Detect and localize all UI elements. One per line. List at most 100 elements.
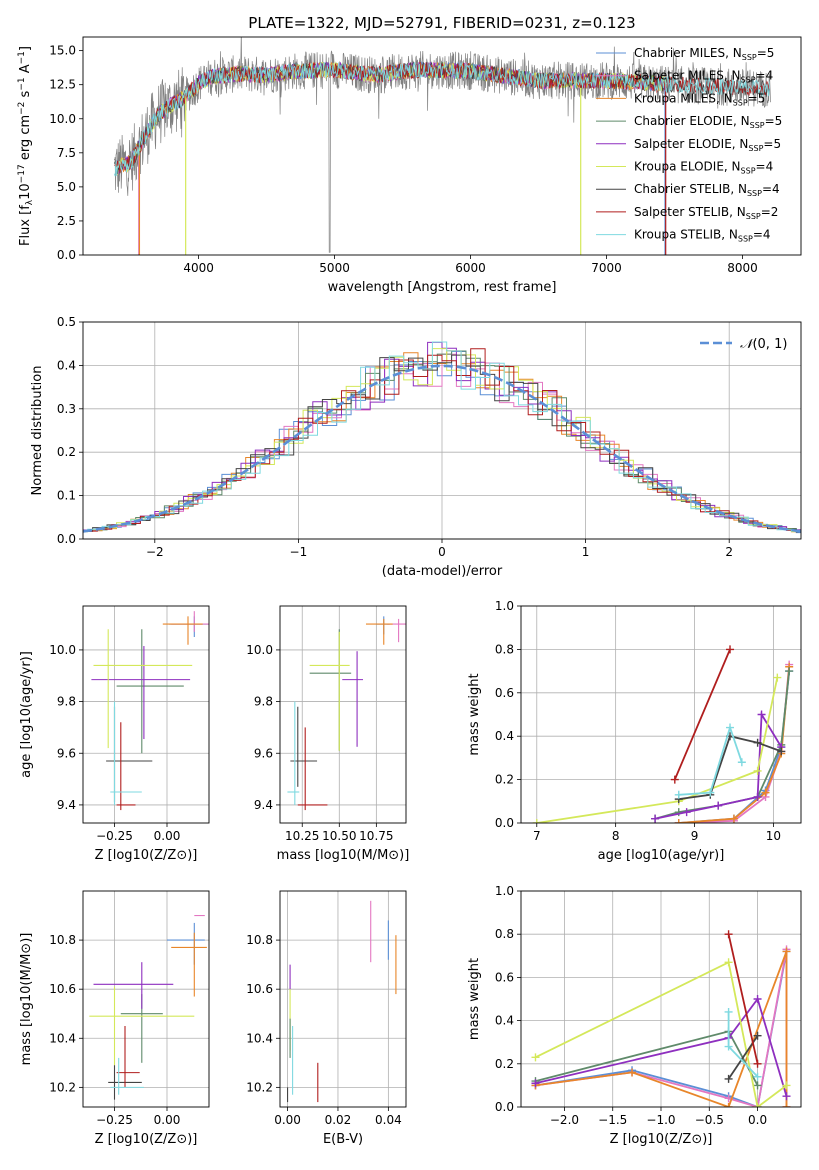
- y-tick-label: 0.0: [495, 1100, 514, 1114]
- mass-weight-marker: [674, 808, 683, 817]
- y-axis-label: Normed distribution: [30, 366, 45, 496]
- legend-entry: Kroupa ELODIE, NSSP=4: [634, 160, 773, 176]
- mass-weight-marker: [729, 814, 738, 823]
- y-tick-label: 0.2: [57, 445, 76, 459]
- residual-histogram-steps: [83, 341, 801, 532]
- legend-text: Salpeter STELIB, N: [634, 205, 746, 219]
- mass-weight-marker: [753, 1059, 762, 1068]
- y-tick-label: 0.4: [495, 729, 514, 743]
- legend-text: =2: [761, 205, 779, 219]
- y-tick-label: 1.0: [495, 884, 514, 898]
- axes-frame: [82, 890, 210, 1108]
- residual-legend: 𝒩(0, 1): [700, 337, 787, 352]
- y-tick-label: 9.8: [254, 695, 273, 709]
- axes-frame: [82, 321, 802, 540]
- y-tick-label: 0.6: [495, 970, 514, 984]
- legend-text: =4: [756, 160, 774, 174]
- legend-subscript: SSP: [742, 53, 757, 62]
- plot-area: [113, 37, 772, 255]
- y-tick-label: 12.5: [49, 78, 76, 92]
- y-tick-label: 10.4: [246, 1031, 273, 1045]
- y-tick-label: 10.0: [49, 643, 76, 657]
- mass-weight-line: [727, 934, 759, 1064]
- mass-weight-marker: [753, 1031, 762, 1040]
- residual-histogram-steps: [83, 351, 801, 534]
- legend-text: Salpeter MILES, N: [634, 69, 741, 83]
- mass-weight-marker: [753, 1081, 762, 1090]
- x-tick-label: −1.5: [598, 1113, 627, 1127]
- age-vs-metallicity-panel: −0.25 0.00 9.4 9.6 9.8 10.0 Z [log10(Z/Z⊙)] age…: [19, 605, 210, 863]
- x-tick-label: 0: [438, 545, 446, 559]
- y-tick-label: 10.6: [246, 982, 273, 996]
- axes-frame: [520, 605, 802, 824]
- mass-weight-marker: [753, 738, 762, 747]
- mass-weight-marker: [785, 667, 794, 676]
- x-tick-label: 10.50: [322, 829, 356, 843]
- y-tick-label: 0.6: [495, 686, 514, 700]
- mass-weight-marker: [753, 995, 762, 1003]
- legend-subscript: SSP: [741, 76, 756, 85]
- x-tick-label: 1: [582, 545, 590, 559]
- residual-histogram-steps: [83, 350, 801, 533]
- mass-weight-marker: [706, 788, 715, 797]
- mass-weight-marker: [757, 710, 766, 719]
- residual-histogram-steps: [83, 350, 801, 532]
- x-tick-label: 0.00: [274, 1113, 301, 1127]
- y-tick-label: 0.0: [495, 816, 514, 830]
- mass-weight-marker: [773, 673, 782, 682]
- x-tick-label: −1: [290, 545, 308, 559]
- mass-weight-line: [678, 671, 791, 823]
- x-tick-label: 5000: [319, 261, 350, 275]
- x-tick-label: −0.5: [695, 1113, 724, 1127]
- legend-text: =5: [757, 46, 775, 60]
- mass-weight-marker: [737, 758, 746, 767]
- mass-weight-line: [535, 997, 788, 1097]
- legend-subscript: SSP: [748, 144, 763, 153]
- mass-weight-marker: [531, 1053, 540, 1062]
- legend-entry: Chabrier MILES, NSSP=5: [634, 46, 774, 62]
- y-tick-label: 9.4: [57, 798, 76, 812]
- y-tick-label: 0.2: [495, 773, 514, 787]
- legend-subscript: SSP: [741, 167, 756, 176]
- mass-weight-line: [535, 951, 788, 1107]
- age-vs-mass-panel: 10.25 10.50 10.75 9.4 9.6 9.8 10.0 mass [log10(…: [246, 605, 409, 863]
- x-tick-label: 8: [612, 829, 620, 843]
- legend-text: Chabrier MILES, N: [634, 46, 742, 60]
- y-tick-label: 0.4: [495, 1014, 514, 1028]
- normal-distribution-curve: [83, 364, 801, 533]
- mass-weight-marker: [726, 645, 735, 654]
- legend-entry: Salpeter MILES, NSSP=4: [634, 69, 773, 85]
- y-tick-label: 9.6: [254, 746, 273, 760]
- legend-entry: 𝒩(0, 1): [740, 337, 787, 352]
- x-axis-label: Z [log10(Z/Z⊙)]: [610, 1132, 713, 1147]
- mass-vs-metallicity-panel: −0.25 0.00 10.2 10.4 10.6 10.8 Z [log10(Z/Z⊙)]…: [19, 890, 210, 1147]
- plot-area: [89, 914, 207, 1100]
- mass-weight-marker: [777, 747, 786, 756]
- plot-area: [287, 616, 406, 811]
- mass-weight-vs-metallicity-panel: −2.0 −1.5 −1.0 −0.5 0.0 0.0 0.2 0.4 0.6 0.8 1.0 Z […: [467, 884, 802, 1147]
- mass-weight-vs-age-panel: 7 8 9 10 0.0 0.2 0.4 0.6 0.8 1.0 age [log10(age/yr…: [467, 599, 802, 863]
- x-tick-label: 0.00: [154, 1113, 181, 1127]
- plot-area: [531, 930, 791, 1107]
- residual-histogram-steps: [83, 348, 801, 533]
- x-tick-label: 0.04: [375, 1113, 402, 1127]
- legend-entry: Chabrier STELIB, NSSP=4: [634, 182, 780, 198]
- x-axis-label: Z [log10(Z/Z⊙)]: [95, 1132, 198, 1147]
- mass-weight-marker: [753, 1103, 762, 1107]
- model-spectrum-line: [113, 61, 770, 177]
- legend-subscript: SSP: [733, 98, 748, 107]
- y-tick-label: 2.5: [57, 214, 76, 228]
- mass-weight-line: [535, 960, 788, 1107]
- x-axis-label: wavelength [Angstrom, rest frame]: [328, 280, 557, 295]
- x-tick-label: 10: [766, 829, 781, 843]
- y-tick-label: 0.1: [57, 489, 76, 503]
- mass-weight-marker: [782, 947, 791, 956]
- y-tick-label: 7.5: [57, 146, 76, 160]
- plot-area: [91, 611, 209, 811]
- y-axis-label: age [log10(age/yr)]: [19, 651, 34, 778]
- y-axis-label: mass weight: [467, 958, 482, 1040]
- y-tick-label: 0.5: [57, 315, 76, 329]
- mass-weight-marker: [753, 1072, 762, 1081]
